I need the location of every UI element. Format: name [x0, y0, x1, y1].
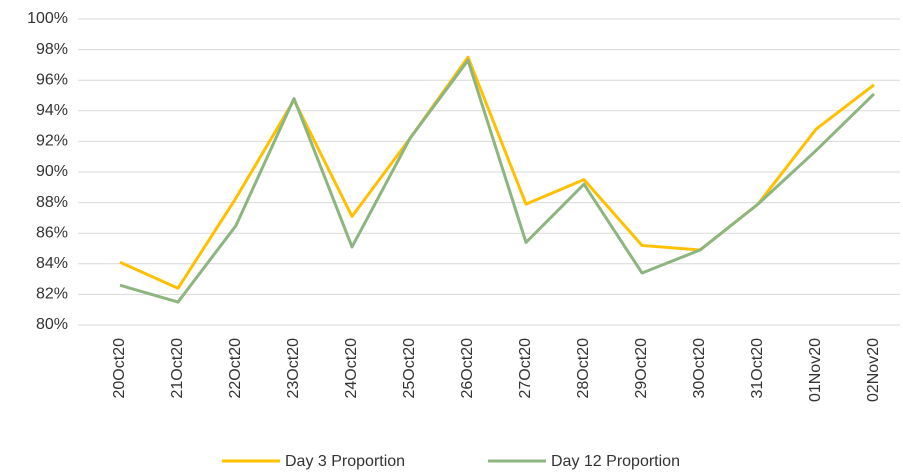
x-tick-label: 24Oct20 [343, 338, 360, 399]
y-tick-label: 98% [36, 41, 68, 58]
y-tick-label: 92% [36, 133, 68, 150]
series-line [119, 55, 875, 290]
x-tick-label: 01Nov20 [807, 338, 824, 402]
y-tick-label: 96% [36, 71, 68, 88]
x-tick-label: 22Oct20 [227, 338, 244, 399]
legend-label: Day 12 Proportion [551, 453, 680, 470]
x-tick-label: 21Oct20 [169, 338, 186, 399]
x-tick-label: 31Oct20 [749, 338, 766, 399]
series-line [119, 58, 876, 304]
x-tick-label: 25Oct20 [401, 338, 418, 399]
legend-label: Day 3 Proportion [285, 453, 405, 470]
x-tick-label: 29Oct20 [633, 338, 650, 399]
x-tick-label: 20Oct20 [111, 338, 128, 399]
y-tick-label: 84% [36, 255, 68, 272]
y-tick-label: 94% [36, 102, 68, 119]
y-tick-label: 80% [36, 316, 68, 333]
x-tick-label: 02Nov20 [865, 338, 882, 402]
y-tick-label: 82% [36, 286, 68, 303]
x-tick-label: 23Oct20 [285, 338, 302, 399]
y-tick-label: 86% [36, 224, 68, 241]
y-tick-label: 100% [27, 10, 68, 27]
y-tick-label: 88% [36, 194, 68, 211]
x-tick-label: 28Oct20 [575, 338, 592, 399]
y-tick-label: 90% [36, 163, 68, 180]
x-tick-label: 27Oct20 [517, 338, 534, 399]
x-tick-label: 30Oct20 [691, 338, 708, 399]
x-tick-label: 26Oct20 [459, 338, 476, 399]
